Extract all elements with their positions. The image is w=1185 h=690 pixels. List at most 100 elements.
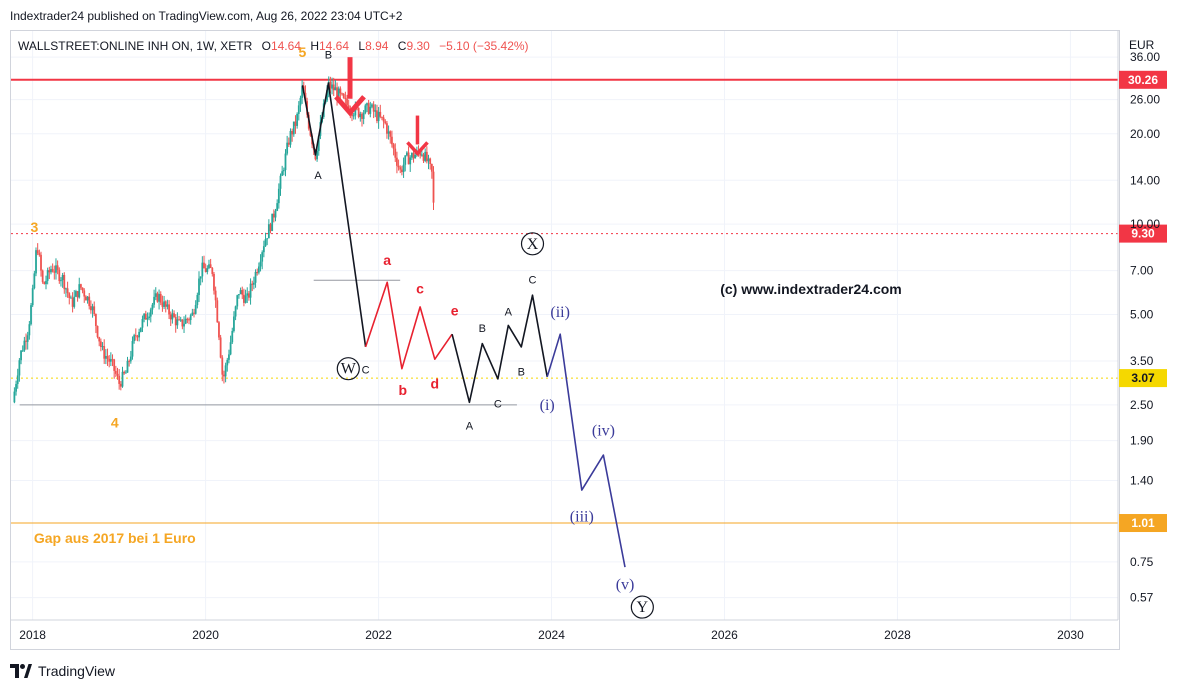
candle-body — [153, 296, 155, 305]
candle-body — [149, 309, 152, 317]
candle-body — [218, 322, 220, 338]
candle-body — [166, 304, 169, 307]
candle-body — [209, 264, 212, 268]
low-label: L — [358, 39, 365, 53]
candle-body — [123, 371, 126, 374]
candle-body — [339, 88, 342, 94]
wave-label: A — [505, 307, 513, 319]
wave-label: (i) — [540, 397, 555, 414]
candle-body — [267, 224, 270, 239]
price-tick-label: 14.00 — [1130, 173, 1160, 187]
candle-body — [391, 136, 393, 145]
candle-body — [228, 354, 230, 360]
candle-body — [68, 293, 71, 299]
candle-body — [144, 313, 147, 320]
candle-body — [422, 154, 425, 161]
candle-body — [223, 374, 225, 377]
wave-path — [451, 294, 548, 404]
price-tick-label: 0.57 — [1130, 591, 1154, 605]
candle-body — [399, 167, 402, 170]
candle-body — [63, 274, 66, 290]
candle-body — [75, 291, 77, 297]
candle-body — [191, 312, 194, 316]
candle-body — [128, 360, 131, 362]
tradingview-logo[interactable]: TradingView — [10, 661, 115, 681]
time-tick-label: 2018 — [19, 628, 46, 642]
candle-body — [41, 270, 44, 283]
candle-body — [382, 117, 385, 122]
candle-body — [214, 290, 217, 301]
candle-body — [116, 373, 119, 376]
candle-body — [251, 283, 254, 285]
candle-body — [114, 370, 117, 374]
wave-label: (ii) — [550, 304, 570, 321]
wave-label: B — [518, 367, 525, 379]
candle-body — [331, 84, 333, 89]
candle-body — [351, 112, 353, 117]
time-tick-label: 2026 — [711, 628, 738, 642]
candle-body — [28, 324, 31, 336]
candle-body — [282, 170, 285, 172]
candle-body — [118, 375, 121, 384]
candle-body — [26, 335, 29, 342]
down-arrows — [334, 57, 429, 157]
candle-body — [243, 294, 245, 303]
time-tick-label: 2024 — [538, 628, 565, 642]
candle-body — [404, 155, 407, 165]
candle-body — [194, 304, 197, 314]
candle-body — [252, 282, 255, 285]
price-tick-label: 10.00 — [1130, 217, 1160, 231]
candle-body — [30, 305, 32, 325]
candle-body — [46, 270, 49, 281]
candle-body — [159, 294, 162, 303]
candle-body — [206, 268, 209, 273]
candle-body — [432, 171, 435, 203]
price-badge — [1119, 514, 1167, 533]
candle-body — [23, 340, 26, 351]
candle-body — [246, 293, 249, 296]
candle-body — [86, 296, 89, 301]
candle-body — [181, 319, 184, 327]
price-tick-label: 1.90 — [1130, 434, 1154, 448]
candle-body — [58, 269, 61, 282]
price-axis: 36.00 26.00 20.00 14.00 10.00 7.00 5.00 3.50 2.5… — [1117, 31, 1160, 620]
candle-body — [80, 284, 82, 288]
candle-body — [66, 288, 69, 294]
candle-body — [271, 213, 274, 231]
candle-body — [329, 81, 332, 89]
candle-body — [352, 115, 355, 117]
candle-body — [336, 87, 338, 98]
candle-body — [183, 323, 185, 327]
candle-body — [427, 158, 430, 162]
wave-label: (v) — [616, 577, 635, 594]
candle-body — [204, 268, 207, 273]
wave-label: A — [466, 421, 474, 433]
candle-body — [151, 304, 154, 310]
candle-body — [196, 295, 199, 305]
close-value: 9.30 — [406, 39, 430, 53]
candle-body — [146, 318, 149, 320]
candle-body — [286, 142, 289, 154]
candle-body — [18, 360, 21, 376]
candle-body — [53, 271, 56, 273]
candle-body — [231, 330, 234, 343]
candle-body — [294, 121, 297, 126]
candle-body — [292, 121, 295, 135]
candle-body — [379, 111, 382, 117]
price-tick-label: 3.50 — [1130, 354, 1154, 368]
candle-body — [94, 314, 97, 326]
candle-body — [108, 358, 111, 362]
candle-body — [56, 265, 59, 270]
candle-body — [138, 331, 141, 338]
price-badge — [1119, 70, 1167, 89]
tradingview-brand: TradingView — [38, 663, 116, 679]
candle-body — [233, 316, 235, 331]
candle-body — [296, 113, 299, 126]
wave-label: (iii) — [570, 509, 594, 526]
candle-body — [234, 306, 237, 317]
annotations: (c) www.indextrader24.com Gap aus 2017 be… — [34, 281, 902, 546]
wave-label: Y — [637, 599, 649, 616]
candle-body — [216, 300, 219, 323]
high-label: H — [310, 39, 319, 53]
